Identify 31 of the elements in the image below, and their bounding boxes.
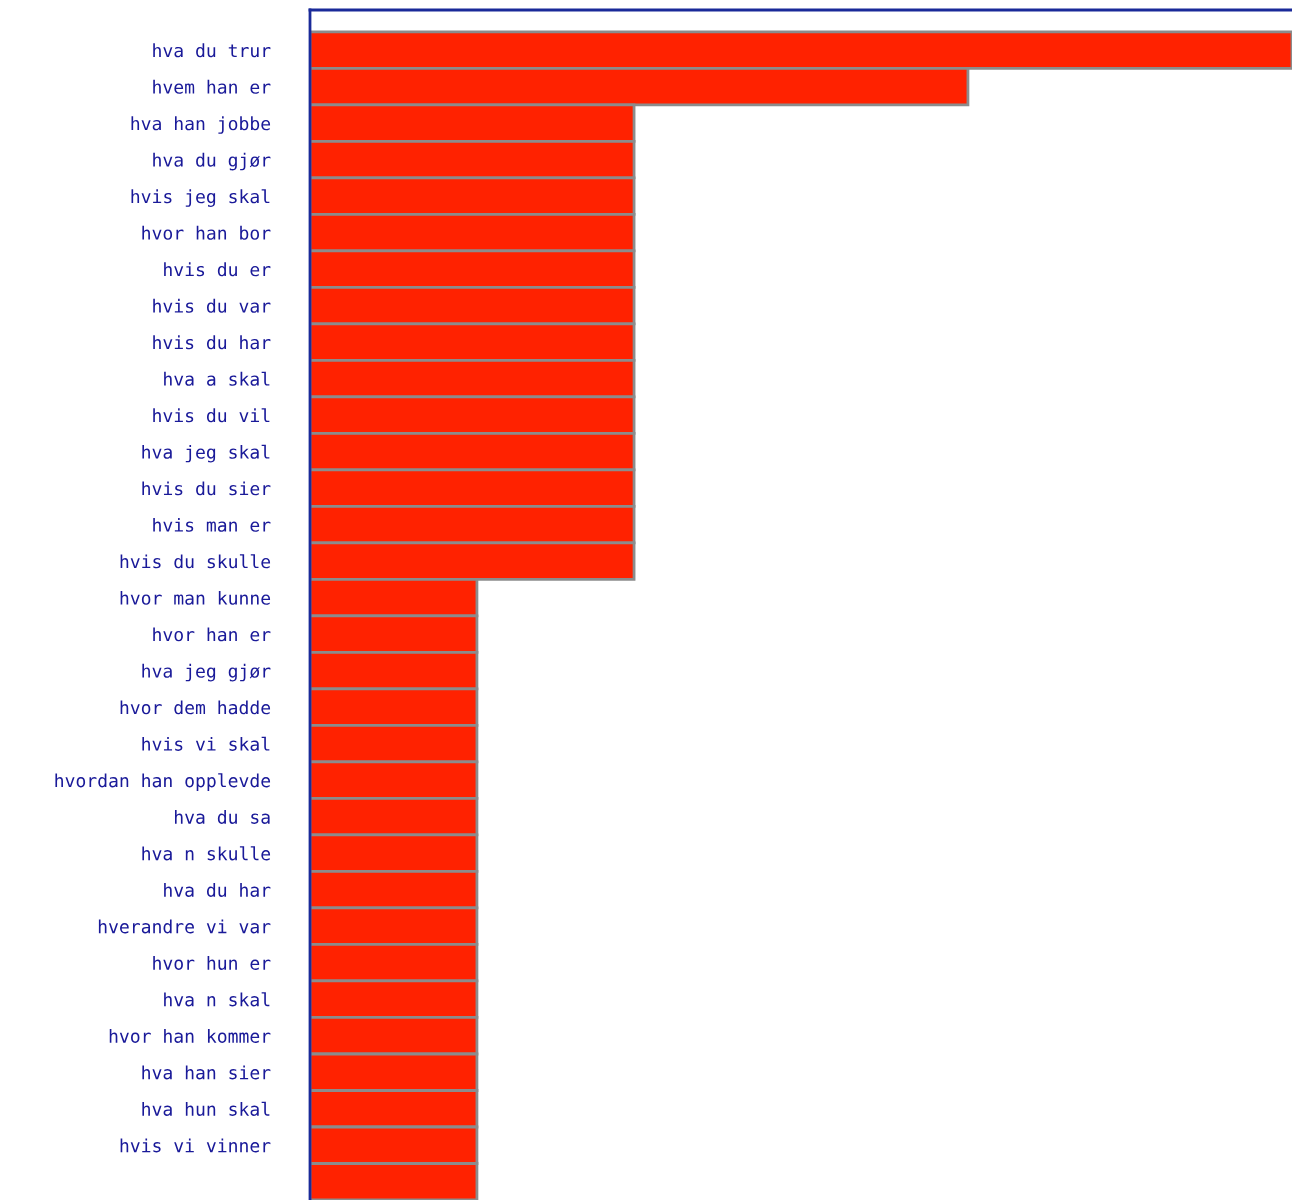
y-tick-label: hvis vi vinner — [120, 1138, 271, 1153]
y-tick-label: hvor hun er — [153, 955, 271, 970]
y-tick-label: hva jeg gjør — [142, 663, 271, 682]
y-tick-label: hva du gjør — [153, 152, 271, 171]
y-tick-label: hvor dem hadde — [120, 700, 271, 715]
y-tick-label: hva hun skal — [142, 1101, 270, 1116]
y-tick-label: hvem han er — [153, 79, 271, 94]
y-tick-label: hvor han bor — [142, 225, 271, 240]
y-tick-label: hva n skal — [164, 992, 270, 1007]
y-tick-label: hva du har — [164, 882, 271, 897]
y-tick-label: hva a skal — [164, 371, 270, 386]
y-tick-label: hvis du vil — [153, 408, 270, 423]
y-tick-label: hvor han kommer — [109, 1028, 271, 1043]
y-tick-label: hvis jeg skal — [131, 189, 270, 207]
y-tick-label: hva n skulle — [142, 846, 271, 861]
y-tick-label: hvis du har — [153, 335, 271, 350]
y-tick-label: hva han sier — [142, 1065, 271, 1080]
y-tick-label: hvis vi skal — [142, 736, 270, 751]
y-tick-label: hvis du er — [164, 262, 271, 277]
y-tick-label: hva du trur — [153, 43, 271, 58]
y-tick-label: hvor han er — [153, 627, 271, 642]
y-tick-label: hva du sa — [175, 809, 270, 824]
y-tick-label: hvis du var — [153, 298, 271, 313]
y-tick-label: hvis du sier — [142, 481, 271, 496]
y-tick-label: hverandre vi var — [98, 919, 271, 934]
y-tick-label: hvor man kunne — [120, 590, 271, 605]
y-tick-label: hvordan han opplevde — [55, 773, 271, 791]
y-tick-label: hvis man er — [153, 517, 271, 532]
y-tick-label: hva jeg skal — [142, 444, 270, 463]
y-tick-label: hvis du skulle — [120, 554, 271, 569]
y-tick-label: hva han jobbe — [131, 116, 271, 134]
